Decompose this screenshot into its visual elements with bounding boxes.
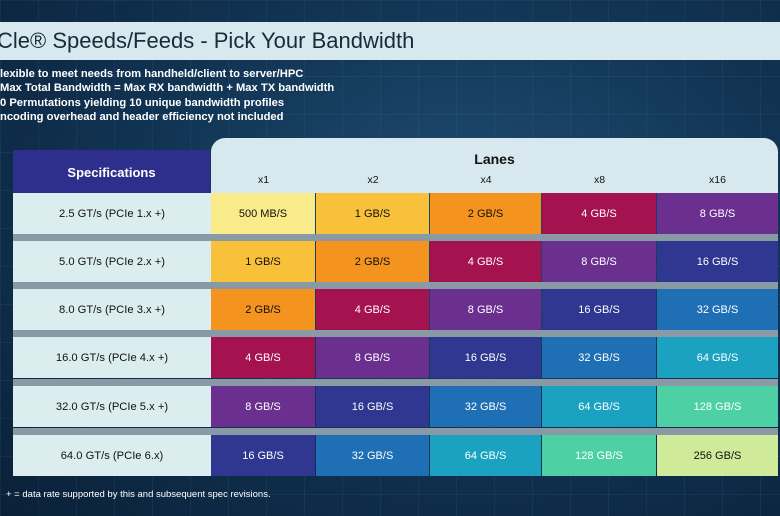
page-title: Cle® Speeds/Feeds - Pick Your Bandwidth xyxy=(0,28,415,53)
spec-label: 8.0 GT/s (PCIe 3.x +) xyxy=(13,289,211,330)
lane-x4: x4 xyxy=(480,174,492,186)
spec-label: 2.5 GT/s (PCIe 1.x +) xyxy=(13,193,211,234)
bandwidth-cell: 4 GB/S xyxy=(542,193,656,234)
table-row: 8.0 GT/s (PCIe 3.x +) 2 GB/S 4 GB/S 8 GB/S 1… xyxy=(13,289,778,330)
bandwidth-cell: 64 GB/S xyxy=(542,386,656,427)
bandwidth-cell: 500 MB/S xyxy=(211,193,315,234)
table-row: 16.0 GT/s (PCIe 4.x +) 4 GB/S 8 GB/S 16 GB/… xyxy=(13,337,778,378)
spec-label: 5.0 GT/s (PCIe 2.x +) xyxy=(13,241,211,282)
lanes-title: Lanes xyxy=(474,151,515,167)
table-row: 32.0 GT/s (PCIe 5.x +) 8 GB/S 16 GB/S 32 GB… xyxy=(13,386,778,427)
bandwidth-cell: 32 GB/S xyxy=(316,435,429,476)
bullet-item: Max Total Bandwidth = Max RX bandwidth +… xyxy=(0,82,335,95)
lane-x16: x16 xyxy=(709,174,726,186)
bandwidth-cell: 32 GB/S xyxy=(430,386,541,427)
bandwidth-cell: 4 GB/S xyxy=(430,241,541,282)
bandwidth-cell: 8 GB/S xyxy=(542,241,656,282)
bandwidth-cell: 16 GB/S xyxy=(542,289,656,330)
spec-label: 16.0 GT/s (PCIe 4.x +) xyxy=(13,337,211,378)
bullet-item: lexible to meet needs from handheld/clie… xyxy=(0,68,304,80)
bandwidth-cell: 256 GB/S xyxy=(657,435,778,476)
specifications-header: Specifications xyxy=(13,150,210,193)
bandwidth-cell: 8 GB/S xyxy=(211,386,315,427)
bandwidth-cell: 32 GB/S xyxy=(657,289,778,330)
bandwidth-cell: 4 GB/S xyxy=(211,337,315,378)
bandwidth-cell: 2 GB/S xyxy=(430,193,541,234)
row-separator xyxy=(13,330,778,337)
spec-label: 32.0 GT/s (PCIe 5.x +) xyxy=(13,386,211,427)
table-row: 5.0 GT/s (PCIe 2.x +) 1 GB/S 2 GB/S 4 GB/S 8… xyxy=(13,241,778,282)
bandwidth-cell: 16 GB/S xyxy=(211,435,315,476)
bandwidth-cell: 4 GB/S xyxy=(316,289,429,330)
lane-x1: x1 xyxy=(257,174,270,186)
row-separator xyxy=(13,379,778,386)
bandwidth-cell: 8 GB/S xyxy=(657,193,778,234)
bandwidth-cell: 64 GB/S xyxy=(657,337,778,378)
bandwidth-cell: 16 GB/S xyxy=(316,386,429,427)
table-row: 64.0 GT/s (PCIe 6.x) 16 GB/S 32 GB/S 64 GB/… xyxy=(13,435,778,476)
bullet-item: 0 Permutations yielding 10 unique bandwi… xyxy=(0,96,285,109)
lane-x8: x8 xyxy=(593,174,606,186)
bandwidth-cell: 2 GB/S xyxy=(211,289,315,330)
bandwidth-cell: 1 GB/S xyxy=(316,193,429,234)
table-row: 2.5 GT/s (PCIe 1.x +) 500 MB/S 1 GB/S 2 GB/… xyxy=(13,193,778,234)
bandwidth-cell: 128 GB/S xyxy=(542,435,656,476)
bandwidth-cell: 16 GB/S xyxy=(430,337,541,378)
row-separator xyxy=(13,282,778,289)
bandwidth-cell: 64 GB/S xyxy=(430,435,541,476)
row-separator xyxy=(13,428,778,435)
lanes-header: Lanes x1 x2 x4 x8 x16 xyxy=(211,138,778,193)
row-separator xyxy=(13,234,778,241)
bullet-list: lexible to meet needs from handheld/clie… xyxy=(0,67,334,125)
bandwidth-cell: 2 GB/S xyxy=(316,241,429,282)
title-bar: Cle® Speeds/Feeds - Pick Your Bandwidth xyxy=(0,22,780,60)
bandwidth-cell: 16 GB/S xyxy=(657,241,778,282)
spec-label: 64.0 GT/s (PCIe 6.x) xyxy=(13,435,211,476)
lane-x2: x2 xyxy=(367,174,379,186)
bandwidth-cell: 1 GB/S xyxy=(211,241,315,282)
bandwidth-cell: 8 GB/S xyxy=(316,337,429,378)
specifications-title: Specifications xyxy=(67,165,156,180)
bandwidth-cell: 32 GB/S xyxy=(542,337,656,378)
footnote: + = data rate supported by this and subs… xyxy=(6,489,271,500)
bandwidth-cell: 128 GB/S xyxy=(657,386,778,427)
bandwidth-cell: 8 GB/S xyxy=(430,289,541,330)
bullet-item: ncoding overhead and header efficiency n… xyxy=(0,111,284,124)
